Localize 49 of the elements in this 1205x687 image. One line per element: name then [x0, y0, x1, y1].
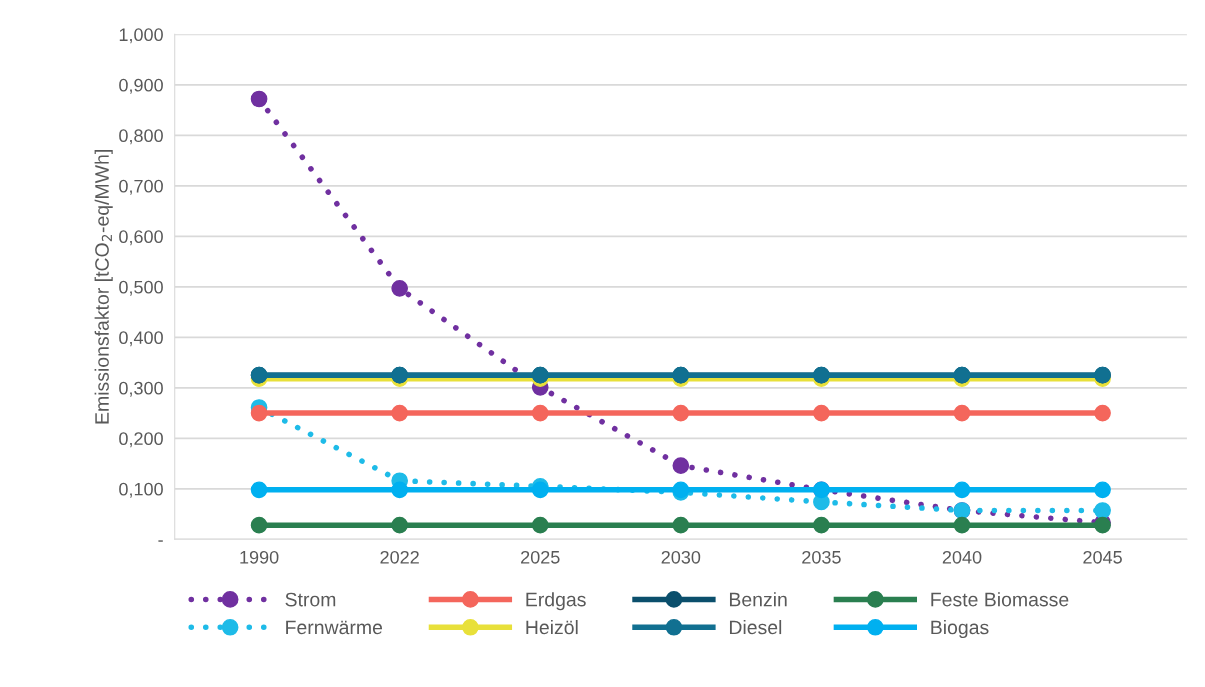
point	[250, 90, 268, 108]
point	[250, 481, 268, 499]
point	[250, 516, 268, 534]
x-tick-label: 2030	[661, 550, 701, 564]
y-tick-label: 0,100	[119, 482, 163, 498]
x-tick-label: 2022	[380, 550, 419, 564]
point	[672, 404, 690, 422]
point	[953, 481, 971, 499]
x-tick-label: 2035	[802, 550, 841, 564]
legend-label: Feste Biomasse	[931, 592, 1069, 607]
x-tick-label: 2040	[942, 550, 982, 564]
point	[1094, 404, 1111, 422]
y-tick-label: 0,200	[119, 432, 163, 448]
legend-label: Strom	[285, 592, 336, 607]
y-tick-label: -	[158, 540, 163, 542]
point	[391, 280, 408, 297]
point	[953, 516, 971, 534]
legend-label: Biogas	[931, 619, 989, 639]
legend-label: Benzin	[729, 592, 787, 607]
x-tick-label: 1990	[240, 550, 279, 564]
x-tick-label: 2025	[521, 550, 560, 564]
point	[531, 404, 549, 422]
y-tick-label: 0,300	[119, 381, 163, 397]
point	[1094, 502, 1111, 519]
point	[531, 516, 549, 534]
legend-label: Fernwärme	[286, 620, 383, 635]
point	[953, 404, 971, 422]
y-tick-label: 0,900	[119, 78, 163, 94]
y-tick-label: 0,600	[119, 230, 163, 246]
y-tick-label: 0,800	[119, 129, 163, 145]
legend-label: Diesel	[729, 619, 782, 635]
x-tick-label: 2045	[1083, 550, 1122, 564]
point	[672, 457, 690, 474]
y-tick-label: 1,000	[119, 28, 163, 44]
legend-label: Heizöl	[526, 619, 578, 635]
y-tick-label: 0,400	[119, 331, 163, 347]
y-tick-label: 0,700	[119, 179, 163, 195]
y-axis-title: Emissionsfaktor [tCO$_{2}$-eq/MWh]	[94, 150, 113, 424]
point	[672, 516, 690, 534]
point	[391, 404, 408, 422]
point	[813, 516, 830, 534]
point	[391, 481, 408, 499]
point	[391, 516, 408, 534]
point	[531, 481, 549, 499]
point	[813, 404, 830, 422]
point	[250, 404, 268, 422]
y-tick-label: 0,500	[119, 280, 163, 296]
point	[1094, 481, 1111, 499]
legend-label: Erdgas	[526, 592, 586, 611]
